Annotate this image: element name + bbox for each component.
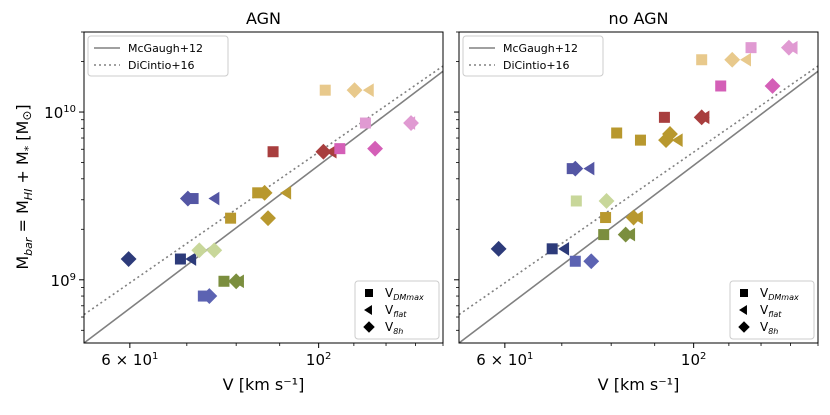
data-point-square	[715, 80, 727, 92]
reference-line-mcgaugh-12	[84, 70, 443, 343]
legend-box	[729, 280, 815, 340]
data-point-diamond	[662, 126, 678, 142]
data-point-diamond	[598, 193, 615, 209]
data-point-triangle-left	[362, 83, 374, 97]
data-point-square	[658, 111, 670, 123]
legend-marker-square	[740, 289, 748, 297]
x-axis-label: V [km s⁻¹]	[223, 375, 305, 394]
panel-title: AGN	[246, 9, 281, 28]
data-point-triangle-left	[583, 161, 595, 176]
data-point-diamond	[724, 51, 741, 68]
y-tick-label: 1010	[44, 104, 76, 122]
axes-frame	[458, 31, 819, 344]
legend-label: McGaugh+12	[503, 42, 578, 55]
data-point-diamond	[658, 132, 674, 149]
legend-marker-diamond	[363, 321, 375, 333]
legend-label: DiCintio+16	[128, 59, 195, 72]
data-point-triangle-left	[624, 227, 636, 242]
data-point-triangle-left	[786, 40, 798, 55]
data-point-triangle-left	[208, 191, 220, 206]
legend-label: McGaugh+12	[128, 42, 203, 55]
plot-area	[459, 39, 818, 343]
line-legend: McGaugh+12 DiCintio+16	[87, 35, 229, 77]
x-tick-label: 6 × 101	[101, 351, 158, 369]
data-point-diamond	[201, 288, 218, 304]
x-tick-label: 102	[306, 351, 331, 369]
y-axis-title: Mbar = MHI + M* [M⊙]	[13, 104, 35, 269]
legend-marker-label: VDMmax	[760, 286, 799, 302]
data-point-triangle-left	[698, 110, 710, 125]
data-point-diamond	[191, 242, 208, 259]
data-point-diamond	[583, 253, 600, 270]
data-point-diamond	[260, 210, 276, 227]
data-point-diamond	[764, 78, 781, 94]
legend-marker-label: Vflat	[760, 303, 782, 319]
data-point-triangle-left	[631, 210, 643, 225]
legend-marker-triangle-left	[364, 305, 372, 315]
data-point-triangle-left	[404, 116, 416, 130]
plot-area	[84, 65, 443, 343]
data-point-triangle-left	[233, 274, 244, 289]
data-point-diamond	[346, 82, 363, 99]
data-point-square	[187, 193, 199, 205]
data-point-triangle-left	[325, 144, 337, 159]
panel-agn: AGN 6 × 101 102 109 1010 V [km s⁻¹] McGaugh+12…	[44, 9, 444, 394]
data-point-diamond	[120, 251, 137, 267]
line-legend: McGaugh+12 DiCintio+16	[462, 35, 604, 77]
data-point-square	[745, 42, 757, 54]
data-point-triangle-left	[740, 52, 751, 67]
legend-box	[87, 35, 229, 77]
data-point-diamond	[490, 240, 507, 257]
data-point-square	[267, 146, 279, 158]
legend-marker-label: V8h	[760, 320, 778, 336]
data-point-diamond	[256, 184, 273, 201]
data-point-square	[334, 143, 346, 155]
legend-label: DiCintio+16	[503, 59, 570, 72]
reference-line-dicintio-16	[459, 65, 818, 316]
panels: AGN 6 × 101 102 109 1010 V [km s⁻¹] McGaugh+12…	[44, 9, 819, 394]
data-point-square	[359, 117, 371, 129]
data-point-square	[569, 255, 581, 267]
legend-marker-label: VDMmax	[385, 286, 424, 302]
data-point-diamond	[567, 160, 584, 177]
data-point-diamond	[367, 140, 384, 157]
legend-marker-label: V8h	[385, 320, 403, 336]
data-point-square	[225, 212, 237, 224]
data-point-triangle-left	[671, 133, 683, 147]
data-point-triangle-left	[185, 252, 197, 266]
y-axis-label: Mbar = MHI + M* [M⊙]	[13, 104, 35, 269]
data-point-square	[218, 275, 230, 287]
legend-marker-label: Vflat	[385, 303, 407, 319]
panel-title: no AGN	[608, 9, 668, 28]
legend-box	[462, 35, 604, 77]
reference-line-mcgaugh-12	[459, 70, 818, 343]
legend-marker-diamond	[738, 321, 750, 333]
data-point-square	[696, 54, 708, 66]
legend-box	[354, 280, 440, 340]
data-point-square	[634, 134, 646, 146]
data-point-square	[546, 243, 558, 255]
data-point-square	[598, 229, 610, 241]
data-point-square	[611, 127, 623, 139]
data-point-triangle-left	[558, 241, 570, 256]
data-point-square	[570, 195, 582, 207]
x-tick-label: 102	[681, 351, 706, 369]
data-point-triangle-left	[280, 185, 292, 200]
x-axis-label: V [km s⁻¹]	[598, 375, 680, 394]
data-point-square	[600, 212, 612, 224]
axes-frame	[83, 31, 444, 344]
data-point-square	[319, 84, 331, 96]
y-tick-label: 109	[51, 272, 76, 290]
data-point-diamond	[206, 242, 223, 259]
x-tick-label: 6 × 101	[476, 351, 533, 369]
legend-marker-square	[365, 289, 373, 297]
data-point-square	[174, 253, 186, 265]
data-point-diamond	[315, 143, 332, 160]
legend-marker-triangle-left	[739, 305, 747, 315]
